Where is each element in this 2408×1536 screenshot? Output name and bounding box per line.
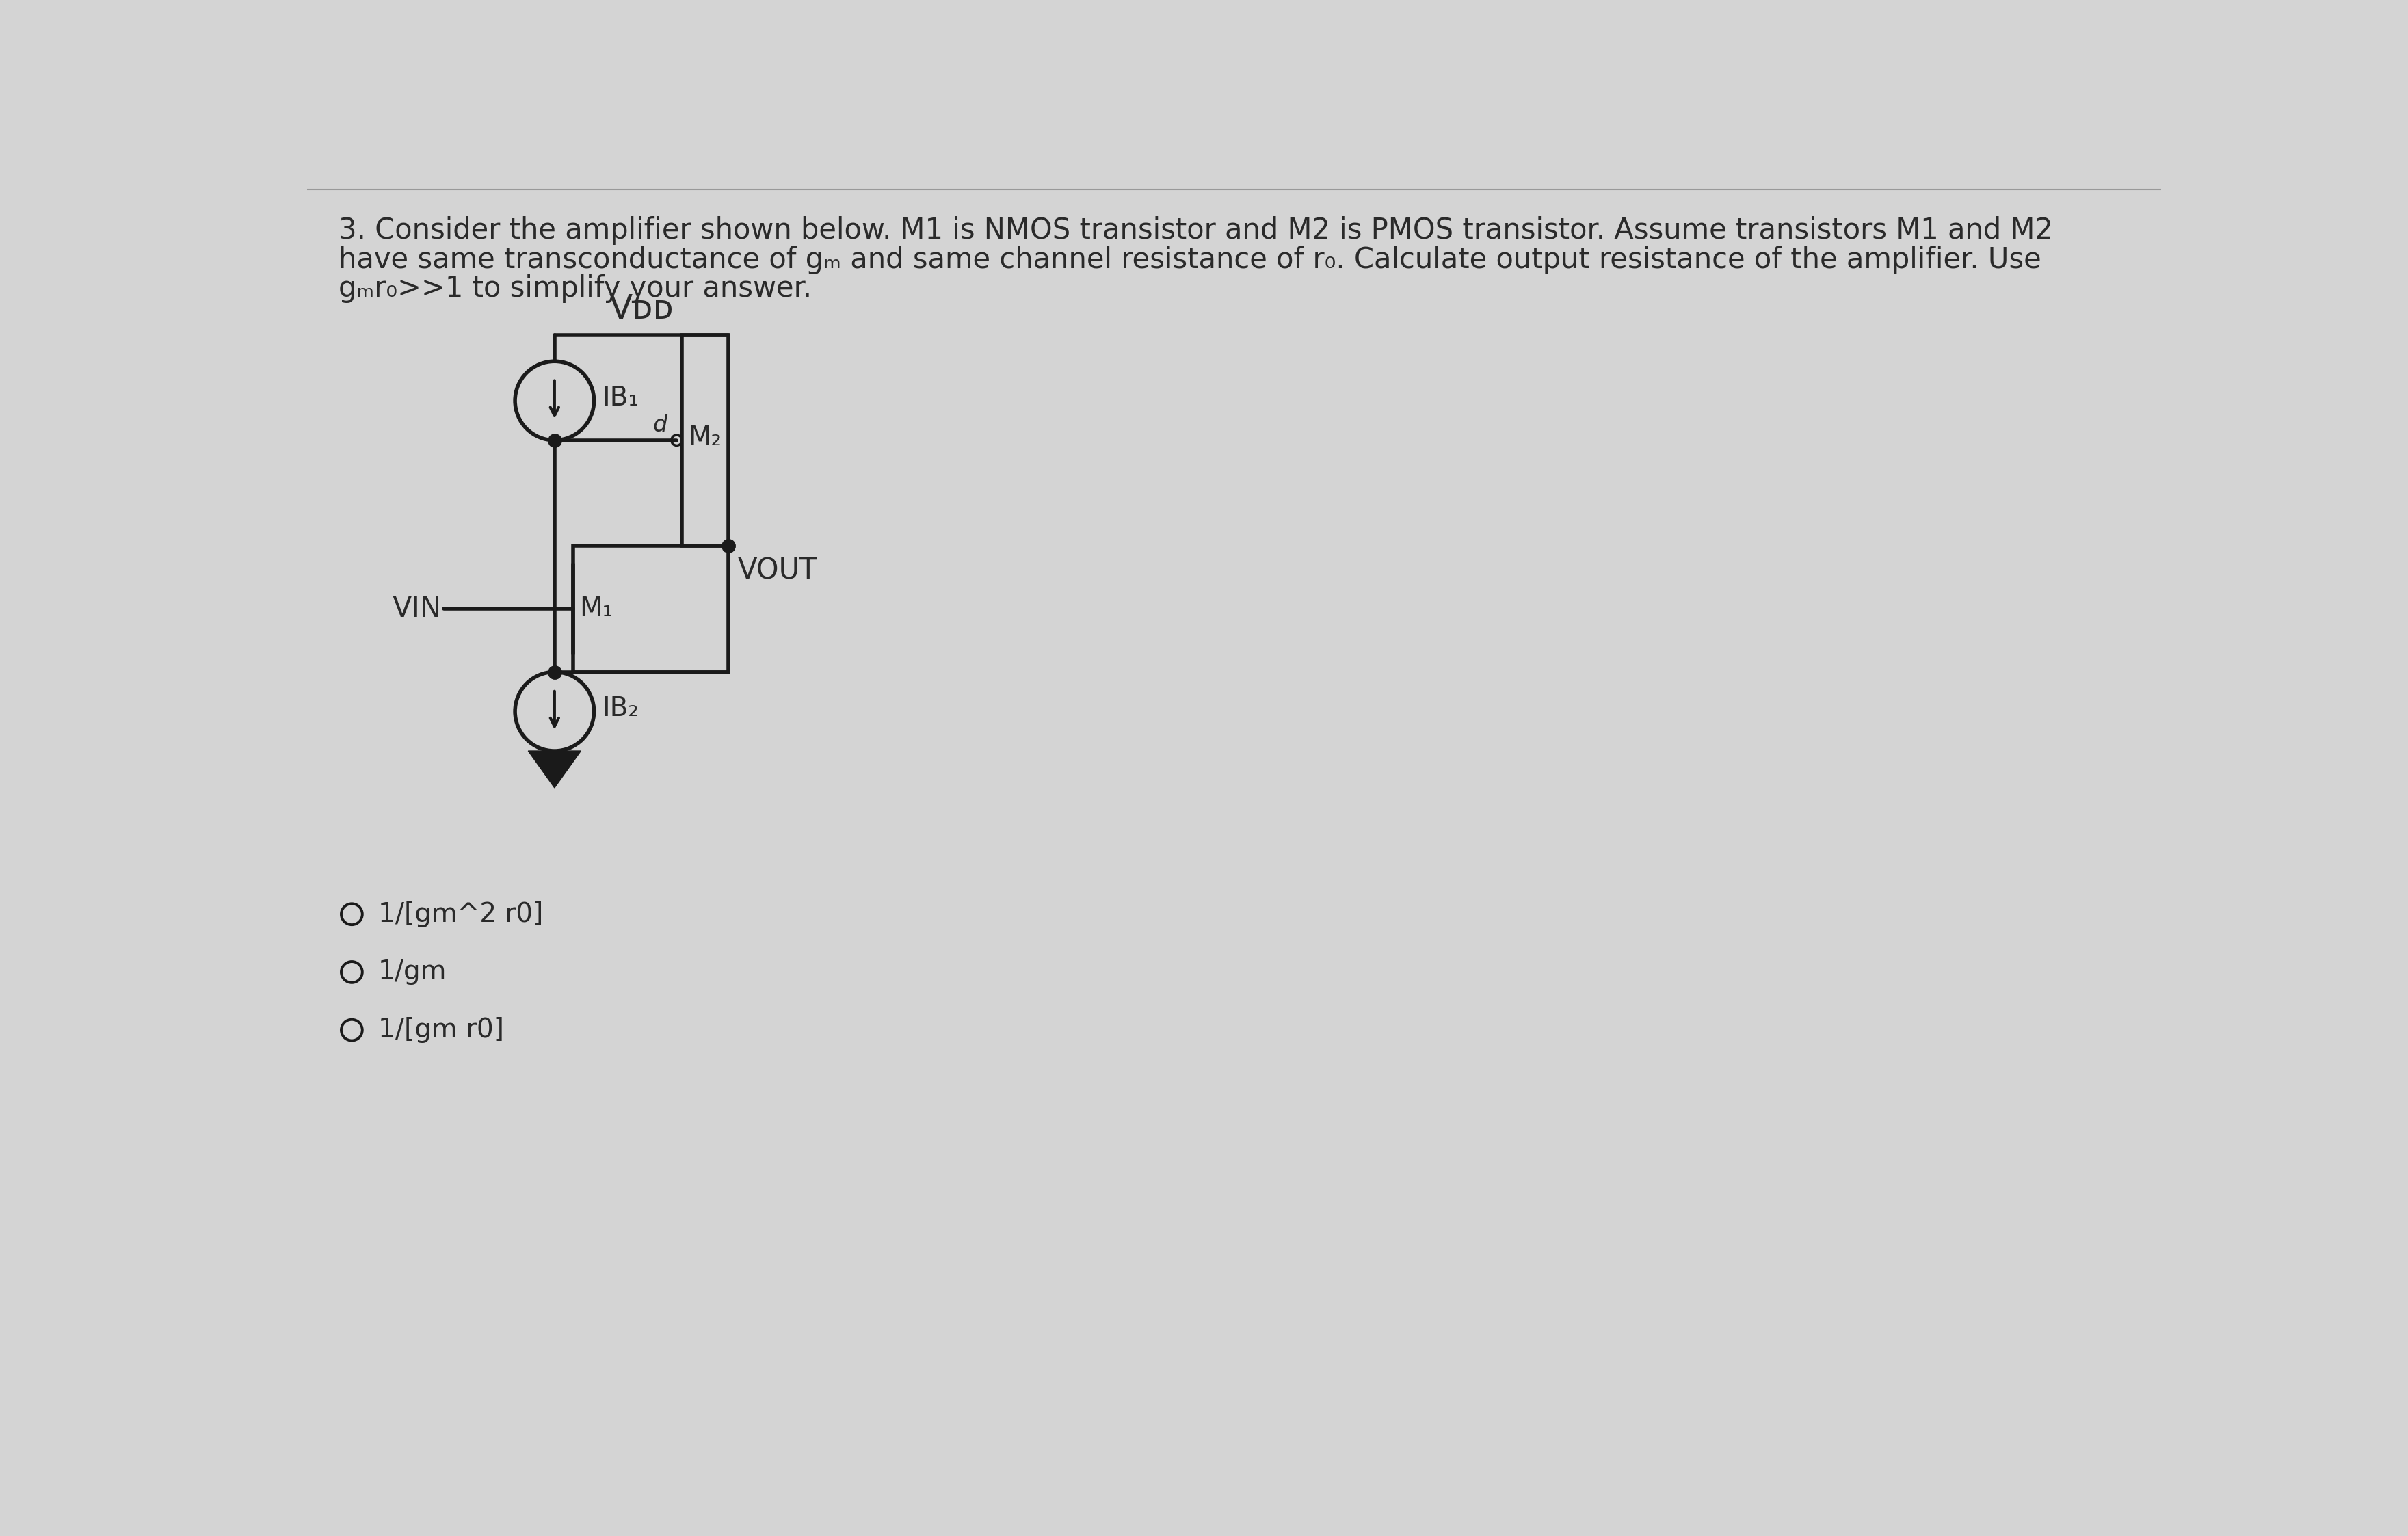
Text: IB₁: IB₁ — [602, 386, 638, 412]
Text: VIN: VIN — [393, 594, 441, 624]
Text: VOUT: VOUT — [737, 556, 816, 585]
Text: M₁: M₁ — [580, 596, 614, 622]
Text: gₘr₀>>1 to simplify your answer.: gₘr₀>>1 to simplify your answer. — [340, 275, 811, 303]
Bar — [573, 545, 727, 671]
Text: Vᴅᴅ: Vᴅᴅ — [609, 293, 674, 326]
Bar — [681, 335, 727, 545]
Text: 3. Consider the amplifier shown below. M1 is NMOS transistor and M2 is PMOS tran: 3. Consider the amplifier shown below. M… — [340, 217, 2054, 246]
Circle shape — [672, 435, 681, 445]
Text: M₂: M₂ — [689, 424, 722, 450]
Text: 1/[gm r0]: 1/[gm r0] — [378, 1017, 503, 1043]
Text: 1/gm: 1/gm — [378, 958, 448, 985]
Text: 1/[gm^2 r0]: 1/[gm^2 r0] — [378, 902, 544, 928]
Text: IB₂: IB₂ — [602, 696, 638, 722]
Text: d: d — [653, 413, 667, 436]
Polygon shape — [527, 751, 580, 788]
Text: have same transconductance of gₘ and same channel resistance of r₀. Calculate ou: have same transconductance of gₘ and sam… — [340, 246, 2042, 273]
